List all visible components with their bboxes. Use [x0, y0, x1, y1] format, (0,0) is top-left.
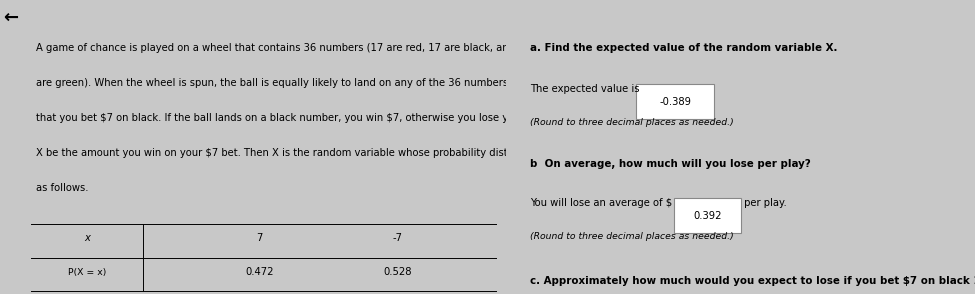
Text: x: x: [84, 233, 90, 243]
Text: a. Find the expected value of the random variable X.: a. Find the expected value of the random…: [529, 43, 838, 53]
Text: are green). When the wheel is spun, the ball is equally likely to land on any of: are green). When the wheel is spun, the …: [36, 78, 557, 88]
Text: ←: ←: [3, 9, 19, 27]
Text: as follows.: as follows.: [36, 183, 89, 193]
Text: 0.392: 0.392: [693, 211, 722, 221]
Text: c. Approximately how much would you expect to lose if you bet $7 on black 100 ti: c. Approximately how much would you expe…: [529, 276, 975, 286]
Text: -0.389: -0.389: [659, 97, 691, 107]
FancyBboxPatch shape: [674, 198, 741, 233]
FancyBboxPatch shape: [636, 84, 714, 119]
Text: 0.472: 0.472: [245, 267, 274, 277]
Text: 0.528: 0.528: [383, 267, 411, 277]
Text: The expected value is: The expected value is: [529, 84, 643, 94]
Text: A game of chance is played on a wheel that contains 36 numbers (17 are red, 17 a: A game of chance is played on a wheel th…: [36, 43, 525, 53]
Text: -7: -7: [392, 233, 403, 243]
Text: 7: 7: [256, 233, 262, 243]
Text: P(X = x): P(X = x): [67, 268, 106, 277]
Text: (Round to three decimal places as needed.): (Round to three decimal places as needed…: [529, 232, 733, 241]
Text: (Round to three decimal places as needed.): (Round to three decimal places as needed…: [529, 118, 733, 127]
Text: that you bet $7 on black. If the ball lands on a black number, you win $7, other: that you bet $7 on black. If the ball la…: [36, 113, 563, 123]
Text: b  On average, how much will you lose per play?: b On average, how much will you lose per…: [529, 159, 810, 169]
Text: You will lose an average of $: You will lose an average of $: [529, 198, 675, 208]
Text: per play.: per play.: [741, 198, 787, 208]
Text: X be the amount you win on your $7 bet. Then X is the random variable whose prob: X be the amount you win on your $7 bet. …: [36, 148, 558, 158]
